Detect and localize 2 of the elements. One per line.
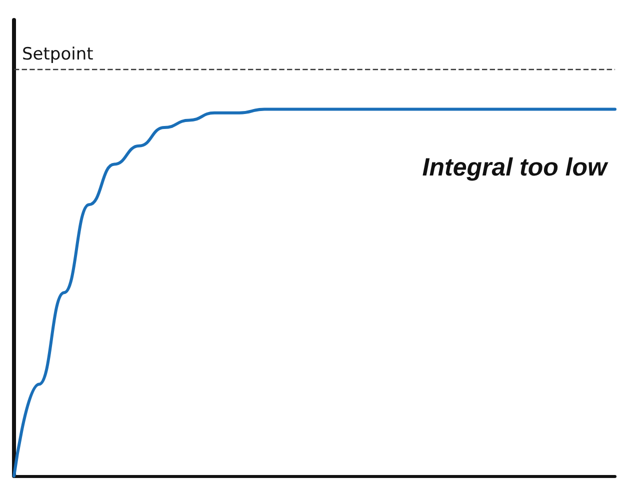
- annotation: Integral too low: [422, 154, 609, 182]
- ref-line-label: Setpoint: [22, 44, 94, 64]
